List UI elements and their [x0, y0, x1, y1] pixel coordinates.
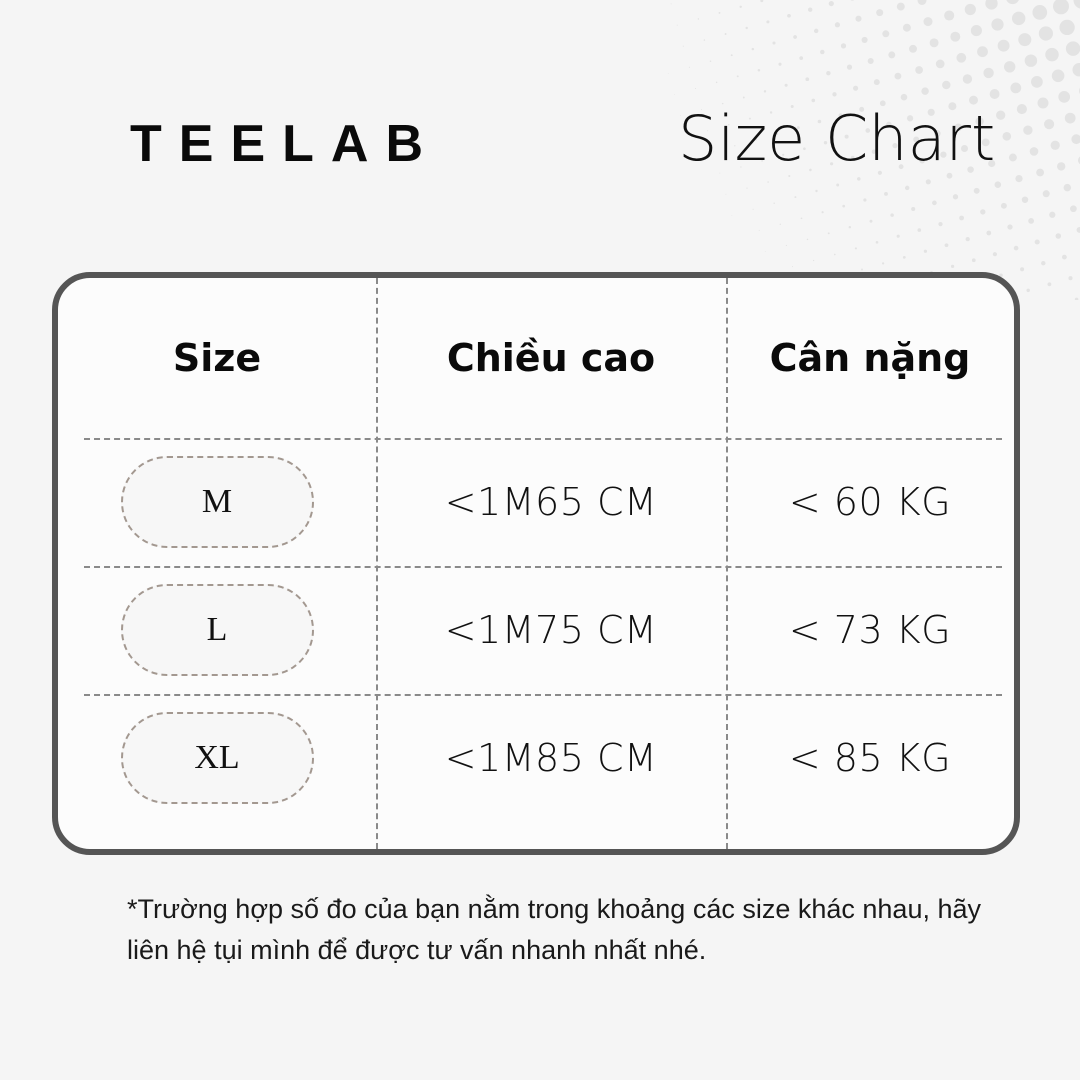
- table-row: XL <1M85 CM < 85 KG: [58, 694, 1014, 822]
- row-divider: [84, 566, 1002, 568]
- table-header-row: Size Chiều cao Cân nặng: [58, 278, 1014, 438]
- footnote: *Trường hợp số đo của bạn nằm trong khoả…: [127, 889, 1007, 971]
- table-row: L <1M75 CM < 73 KG: [58, 566, 1014, 694]
- header-cell-height: Chiều cao: [376, 278, 726, 438]
- column-divider: [726, 278, 728, 849]
- cell-height: <1M85 CM: [376, 694, 726, 822]
- row-divider: [84, 438, 1002, 440]
- header-cell-size: Size: [58, 278, 376, 438]
- header-label-weight: Cân nặng: [769, 336, 971, 380]
- cell-weight: < 73 KG: [726, 566, 1014, 694]
- size-badge-l: L: [120, 584, 314, 676]
- cell-size: L: [58, 566, 376, 694]
- header-cell-weight: Cân nặng: [726, 278, 1014, 438]
- cell-height: <1M75 CM: [376, 566, 726, 694]
- weight-value: < 73 KG: [788, 608, 952, 652]
- header-label-height: Chiều cao: [446, 336, 656, 380]
- weight-value: < 85 KG: [788, 736, 952, 780]
- height-value: <1M65 CM: [444, 480, 658, 524]
- size-chart-table: Size Chiều cao Cân nặng M <1M65 CM < 60 …: [52, 272, 1020, 855]
- cell-weight: < 85 KG: [726, 694, 1014, 822]
- size-badge-m: M: [120, 456, 314, 548]
- height-value: <1M75 CM: [444, 608, 658, 652]
- column-divider: [376, 278, 378, 849]
- brand-logo: TEELAB: [130, 115, 440, 173]
- size-label: XL: [194, 739, 240, 776]
- cell-size: XL: [58, 694, 376, 822]
- size-badge-xl: XL: [120, 712, 314, 804]
- weight-value: < 60 KG: [788, 480, 952, 524]
- cell-weight: < 60 KG: [726, 438, 1014, 566]
- size-label: M: [201, 483, 233, 520]
- cell-size: M: [58, 438, 376, 566]
- page-title: Size Chart: [678, 102, 996, 175]
- header-label-size: Size: [172, 336, 262, 380]
- footnote-line-1: *Trường hợp số đo của bạn nằm trong khoả…: [127, 894, 981, 924]
- row-divider: [84, 694, 1002, 696]
- footnote-line-2: liên hệ tụi mình để được tư vấn nhanh nh…: [127, 935, 707, 966]
- cell-height: <1M65 CM: [376, 438, 726, 566]
- size-label: L: [206, 611, 228, 648]
- height-value: <1M85 CM: [444, 736, 658, 780]
- table-row: M <1M65 CM < 60 KG: [58, 438, 1014, 566]
- page-header: TEELAB Size Chart: [0, 0, 1080, 250]
